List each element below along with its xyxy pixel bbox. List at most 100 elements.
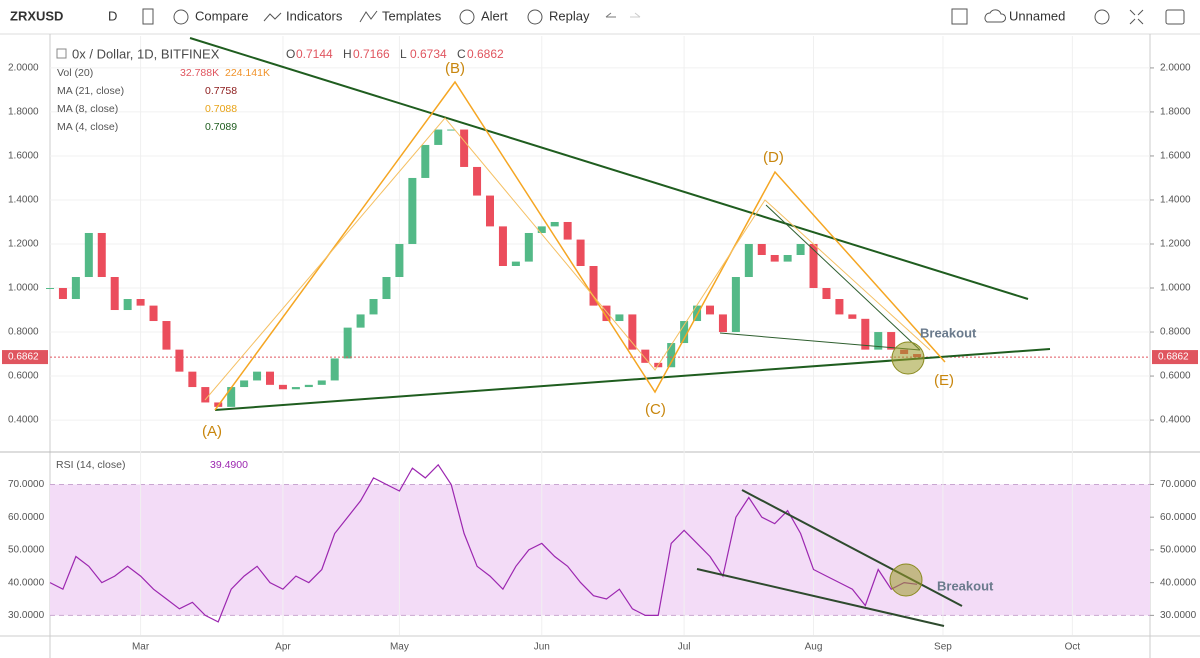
chart-style-icon[interactable] [142, 8, 154, 25]
y-tick-label: 1.4000 [8, 195, 39, 206]
candle [874, 332, 883, 350]
y-tick-label: 1.2000 [8, 239, 39, 250]
candle [110, 277, 119, 311]
interval[interactable]: D [108, 8, 117, 23]
candle [641, 349, 650, 363]
x-tick-label: May [390, 642, 409, 653]
x-tick-label: Apr [275, 642, 291, 653]
ohlc-value: 0.7144 [296, 47, 333, 61]
candle [343, 327, 352, 359]
candle [175, 349, 184, 372]
candle [266, 371, 274, 385]
fullscreen-box[interactable] [951, 8, 968, 25]
upper-trendline [189, 37, 1029, 300]
candle [253, 371, 262, 381]
x-tick-label: Mar [132, 642, 150, 653]
ohlc-name: O [286, 47, 295, 61]
compare[interactable]: Compare [195, 8, 248, 23]
candle [498, 226, 507, 266]
y-tick-label: 0.4000 [1160, 415, 1191, 426]
candle [757, 243, 766, 255]
templates[interactable]: Templates [382, 8, 442, 23]
rsi-line [49, 463, 918, 623]
candle [486, 195, 494, 227]
candle [680, 321, 689, 344]
candle [278, 384, 287, 390]
candle [447, 129, 456, 131]
indicators-icon[interactable] [263, 12, 282, 22]
inner-wave [204, 117, 931, 401]
breakout-label: Breakout [920, 325, 977, 340]
candle [304, 384, 313, 388]
y-tick-label: 0.6000 [8, 371, 39, 382]
indicator-value: 224.141K [225, 67, 270, 79]
candle [46, 288, 54, 290]
y-tick-label: 0.6000 [1160, 371, 1191, 382]
compare-icon[interactable] [173, 9, 189, 25]
symbol[interactable]: ZRXUSD [10, 8, 63, 23]
y-tick-label: 1.8000 [1160, 107, 1191, 118]
y-tick-label: 0.8000 [8, 327, 39, 338]
ohlc-value: 0.6734 [410, 47, 447, 61]
grid [50, 36, 1154, 635]
breakout-circle [891, 341, 925, 375]
ohlc-name: C [457, 47, 466, 61]
candle [71, 277, 80, 300]
candle [602, 305, 611, 322]
candle [460, 129, 469, 167]
wedge-lower [719, 332, 921, 351]
settings-icon[interactable] [1094, 9, 1110, 25]
candle [744, 243, 753, 278]
undo[interactable] [605, 12, 616, 18]
alert[interactable]: Alert [481, 8, 508, 23]
rsi-breakout-circle [889, 563, 923, 597]
snapshot-icon[interactable] [1165, 9, 1185, 25]
candle [706, 305, 714, 315]
y-tick-label: 1.6000 [8, 151, 39, 162]
y-tick-label: 60.0000 [1160, 512, 1197, 523]
y-tick-label: 1.8000 [8, 107, 39, 118]
y-tick-label: 1.0000 [1160, 283, 1191, 294]
redo[interactable] [630, 12, 641, 18]
ohlc-name: L [400, 47, 407, 61]
candle [822, 288, 831, 300]
y-tick-label: 1.2000 [1160, 239, 1191, 250]
chart-title: 0x / Dollar, 1D, BITFINEX [72, 46, 220, 61]
collapse-icon[interactable] [56, 48, 67, 59]
alert-icon[interactable] [459, 9, 475, 25]
y-tick-label: 30.0000 [1160, 610, 1197, 621]
indicator-value: 0.7088 [205, 103, 237, 115]
y-tick-label: 70.0000 [1160, 479, 1197, 490]
y-tick-label: 2.0000 [1160, 63, 1191, 74]
candle [369, 299, 378, 315]
indicator-name: MA (21, close) [57, 85, 124, 97]
candle [809, 243, 818, 289]
rsi-lower-trendline [696, 568, 945, 627]
candle [84, 232, 93, 278]
candle [589, 266, 598, 306]
candle [317, 380, 326, 385]
wedge-upper [765, 204, 921, 351]
x-tick-label: Oct [1065, 642, 1081, 653]
y-tick-label: 60.0000 [8, 512, 45, 523]
x-tick-label: Jul [678, 642, 691, 653]
candle [887, 332, 896, 350]
cloud-icon[interactable] [984, 9, 1006, 23]
templates-icon[interactable] [359, 10, 378, 23]
candle [395, 243, 404, 278]
price-badge [1152, 350, 1198, 365]
y-tick-label: 40.0000 [8, 577, 45, 588]
replay[interactable]: Replay [549, 8, 590, 23]
candle [783, 254, 792, 262]
candle [421, 144, 430, 178]
drawings [189, 37, 1051, 627]
y-tick-label: 2.0000 [8, 63, 39, 74]
layout-name[interactable]: Unnamed [1009, 8, 1065, 23]
expand-icon[interactable] [1129, 9, 1144, 25]
candle [576, 239, 585, 266]
candle [770, 254, 779, 262]
x-tick-label: Aug [805, 642, 823, 653]
indicators[interactable]: Indicators [286, 8, 343, 23]
rsi-band [50, 484, 1150, 616]
replay-icon[interactable] [527, 9, 543, 25]
